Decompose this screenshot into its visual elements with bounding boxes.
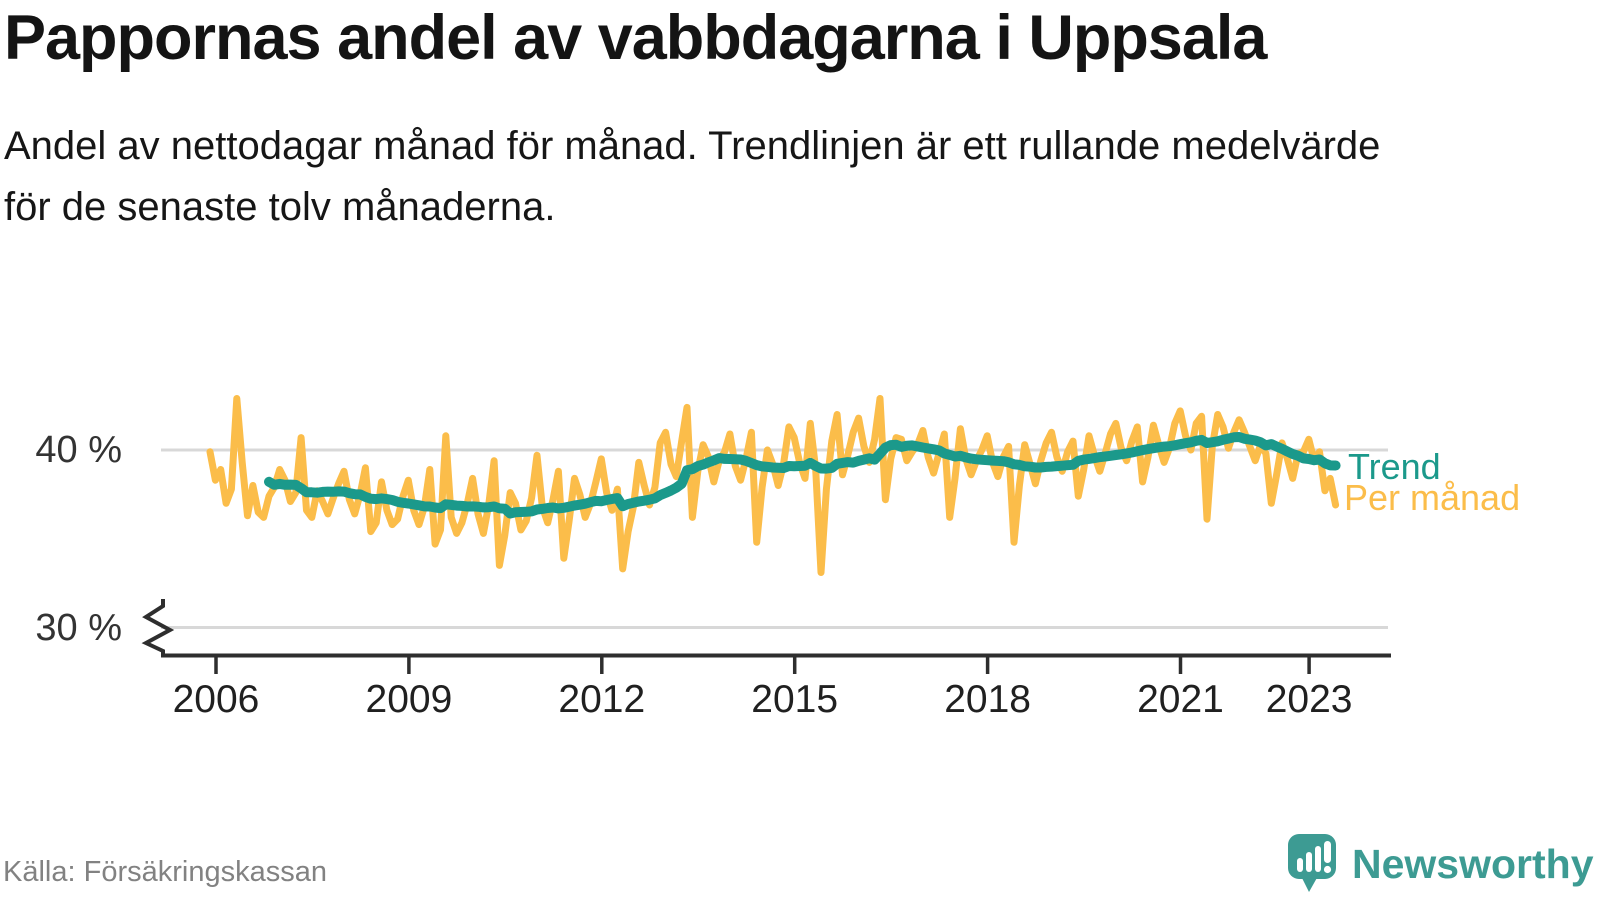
legend-monthly-label: Per månad [1344, 477, 1521, 518]
x-axis-tick-label: 2023 [1265, 678, 1353, 721]
y-axis-tick-label: 30 % [35, 606, 122, 649]
x-axis-tick-label: 2018 [944, 678, 1031, 721]
y-axis-tick-label: 40 % [35, 429, 122, 471]
x-axis-tick-label: 2021 [1137, 678, 1224, 721]
axis-break-icon [141, 599, 175, 657]
source-note: Källa: Försäkringskassan [3, 856, 327, 888]
x-axis-tick-label: 2006 [172, 678, 260, 721]
newsworthy-logo-icon [1288, 834, 1336, 892]
trend-line [264, 432, 1341, 519]
x-axis-tick-label: 2009 [365, 678, 453, 721]
legend-trend-label: Trend [1348, 446, 1441, 487]
monthly-line [206, 395, 1340, 576]
chart-subtitle: Andel av nettodagar månad för månad. Tre… [4, 124, 1381, 229]
newsworthy-logo: Newsworthy [1286, 832, 1594, 894]
x-axis-tick-label: 2015 [751, 678, 839, 721]
page-title: Pappornas andel av vabbdagarna i Uppsala [4, 3, 1267, 73]
newsworthy-wordmark: Newsworthy [1352, 841, 1594, 887]
x-axis-tick-label: 2012 [558, 678, 646, 721]
